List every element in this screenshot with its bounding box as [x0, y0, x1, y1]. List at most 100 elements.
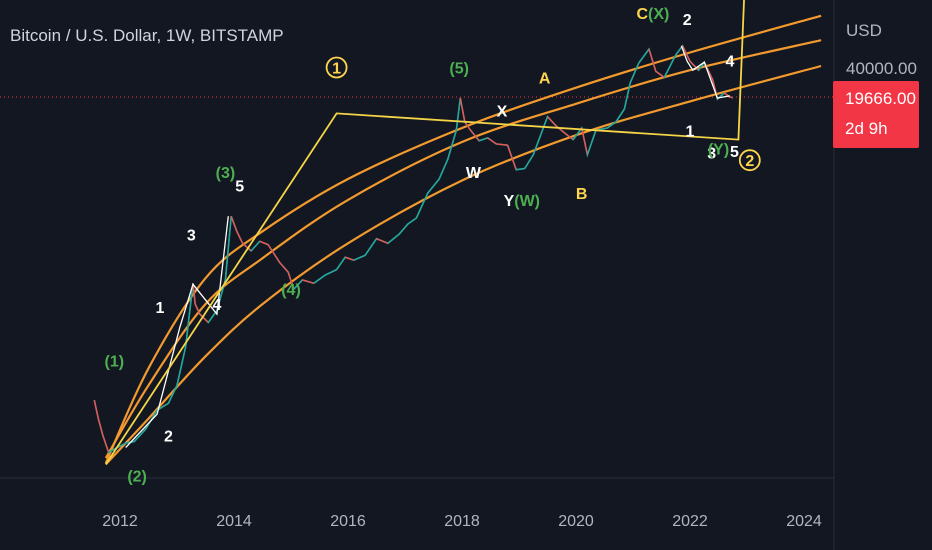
price-segment — [267, 244, 281, 263]
price-segment — [250, 240, 261, 252]
price-segment — [407, 217, 417, 225]
wave-label: 1 — [686, 123, 695, 140]
wave-label: 2 — [683, 12, 692, 29]
price-segment — [387, 233, 400, 244]
price-segment — [581, 127, 589, 155]
wave-label: 3 — [187, 228, 196, 245]
price-segment — [524, 154, 534, 169]
price-segment — [464, 121, 472, 131]
wave-label: A — [539, 70, 551, 87]
price-segment — [194, 303, 201, 315]
price-segment — [629, 62, 640, 84]
price-segment — [97, 418, 104, 436]
wave-label: 2 — [745, 153, 754, 170]
wave-label: B — [576, 186, 588, 203]
price-segment — [455, 97, 461, 131]
channel-lower-curve — [104, 64, 822, 466]
price-segment — [478, 137, 488, 142]
wave-label: 3 — [707, 145, 716, 162]
price-segment — [729, 96, 733, 99]
current-price-value: 19666.00 — [845, 89, 916, 108]
price-segment — [176, 346, 187, 386]
cycle-wave-path — [105, 0, 745, 465]
price-segment — [236, 230, 244, 244]
price-segment — [336, 256, 346, 270]
price-segment — [376, 238, 389, 244]
price-segment — [415, 192, 429, 219]
price-segment — [102, 435, 110, 453]
price-segment — [532, 116, 549, 156]
wave-label: 5 — [235, 179, 244, 196]
wave-label: C(X) — [636, 6, 669, 23]
price-segment — [116, 442, 127, 449]
price-segment — [427, 178, 440, 194]
price-segment — [638, 48, 650, 64]
price-segment — [655, 70, 665, 78]
chart-title: Bitcoin / U.S. Dollar, 1W, BITSTAMP — [10, 26, 284, 45]
wave-label-ring — [738, 149, 761, 172]
price-segment — [364, 238, 378, 256]
price-segment — [438, 158, 449, 180]
price-segment — [242, 242, 252, 252]
x-tick-label: 2016 — [330, 513, 366, 530]
current-price-tag[interactable]: 19666.00 2d 9h — [833, 81, 919, 148]
wave-label: 1 — [332, 61, 341, 78]
price-segment — [344, 256, 354, 261]
price-segment — [470, 129, 480, 142]
price-segment — [398, 223, 409, 235]
price-segment — [447, 130, 457, 160]
price-segment — [93, 400, 99, 419]
wave-label: (5) — [449, 61, 469, 78]
price-segment — [199, 313, 209, 323]
price-segment — [506, 144, 517, 170]
price-segment — [681, 45, 691, 62]
wave-path-2 — [680, 45, 731, 99]
x-tick-label: 2012 — [102, 513, 138, 530]
price-segment — [459, 97, 466, 123]
price-segment — [324, 268, 337, 276]
price-series-line — [93, 44, 733, 454]
price-segment — [648, 48, 657, 72]
price-segment — [623, 82, 631, 110]
price-segment — [287, 271, 295, 290]
price-segment — [586, 130, 597, 156]
channel-outer-curve — [104, 14, 822, 464]
price-segment — [353, 254, 366, 261]
wave-label: 1 — [155, 300, 164, 317]
wave-label: 4 — [212, 297, 221, 314]
price-segment — [302, 279, 315, 284]
wave-label: (2) — [127, 469, 147, 486]
price-segment — [230, 215, 238, 232]
price-segment — [293, 279, 303, 290]
wave-label: (3) — [216, 165, 236, 182]
wave-label: W — [466, 165, 482, 182]
price-segment — [224, 216, 232, 280]
price-segment — [516, 167, 525, 171]
wave-label: 4 — [725, 53, 734, 70]
wave-label: 2 — [164, 429, 173, 446]
price-segment — [192, 283, 196, 305]
price-segment — [663, 54, 677, 78]
price-segment — [496, 143, 508, 146]
currency-label: USD — [846, 21, 882, 40]
x-tick-label: 2018 — [444, 513, 480, 530]
wave-label: X — [497, 103, 508, 120]
price-segment — [566, 134, 574, 141]
price-segment — [546, 116, 557, 127]
wave-label: (Y) — [708, 142, 729, 159]
price-segment — [133, 428, 147, 442]
wave-label: (4) — [281, 282, 301, 299]
price-segment — [313, 274, 326, 284]
wave-path-1 — [125, 216, 229, 448]
x-tick-label: 2022 — [672, 513, 708, 530]
price-segment — [606, 121, 617, 129]
candle-countdown: 2d 9h — [845, 119, 888, 138]
x-tick-label: 2024 — [786, 513, 822, 530]
price-segment — [279, 261, 289, 273]
price-segment — [259, 240, 269, 246]
price-level-label: 40000.00 — [846, 59, 917, 78]
wave-label: 5 — [730, 144, 739, 161]
wave-label: (1) — [105, 354, 125, 371]
x-tick-label: 2020 — [558, 513, 594, 530]
